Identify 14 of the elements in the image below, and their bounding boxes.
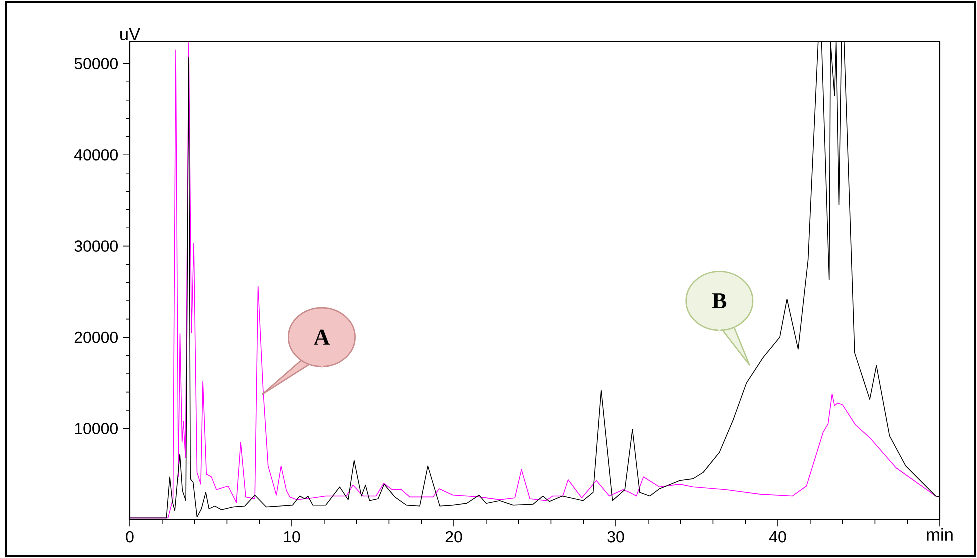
- y-tick-label: 50000: [74, 58, 118, 70]
- x-tick-label: 0: [126, 531, 134, 543]
- x-tick-label: 20: [446, 531, 462, 543]
- x-tick-label: 10: [284, 531, 300, 543]
- y-axis-title: uV: [120, 28, 141, 40]
- annotation: A: [314, 330, 330, 345]
- x-tick-label: 40: [769, 531, 786, 543]
- x-axis-title: min: [927, 528, 953, 541]
- y-tick-label: 10000: [75, 423, 118, 434]
- y-tick-label: 40000: [74, 149, 118, 161]
- annotation: B: [712, 294, 727, 309]
- y-tick-label: 30000: [74, 240, 118, 252]
- y-tick-label: 20000: [74, 332, 118, 344]
- x-tick-label: 30: [608, 531, 624, 543]
